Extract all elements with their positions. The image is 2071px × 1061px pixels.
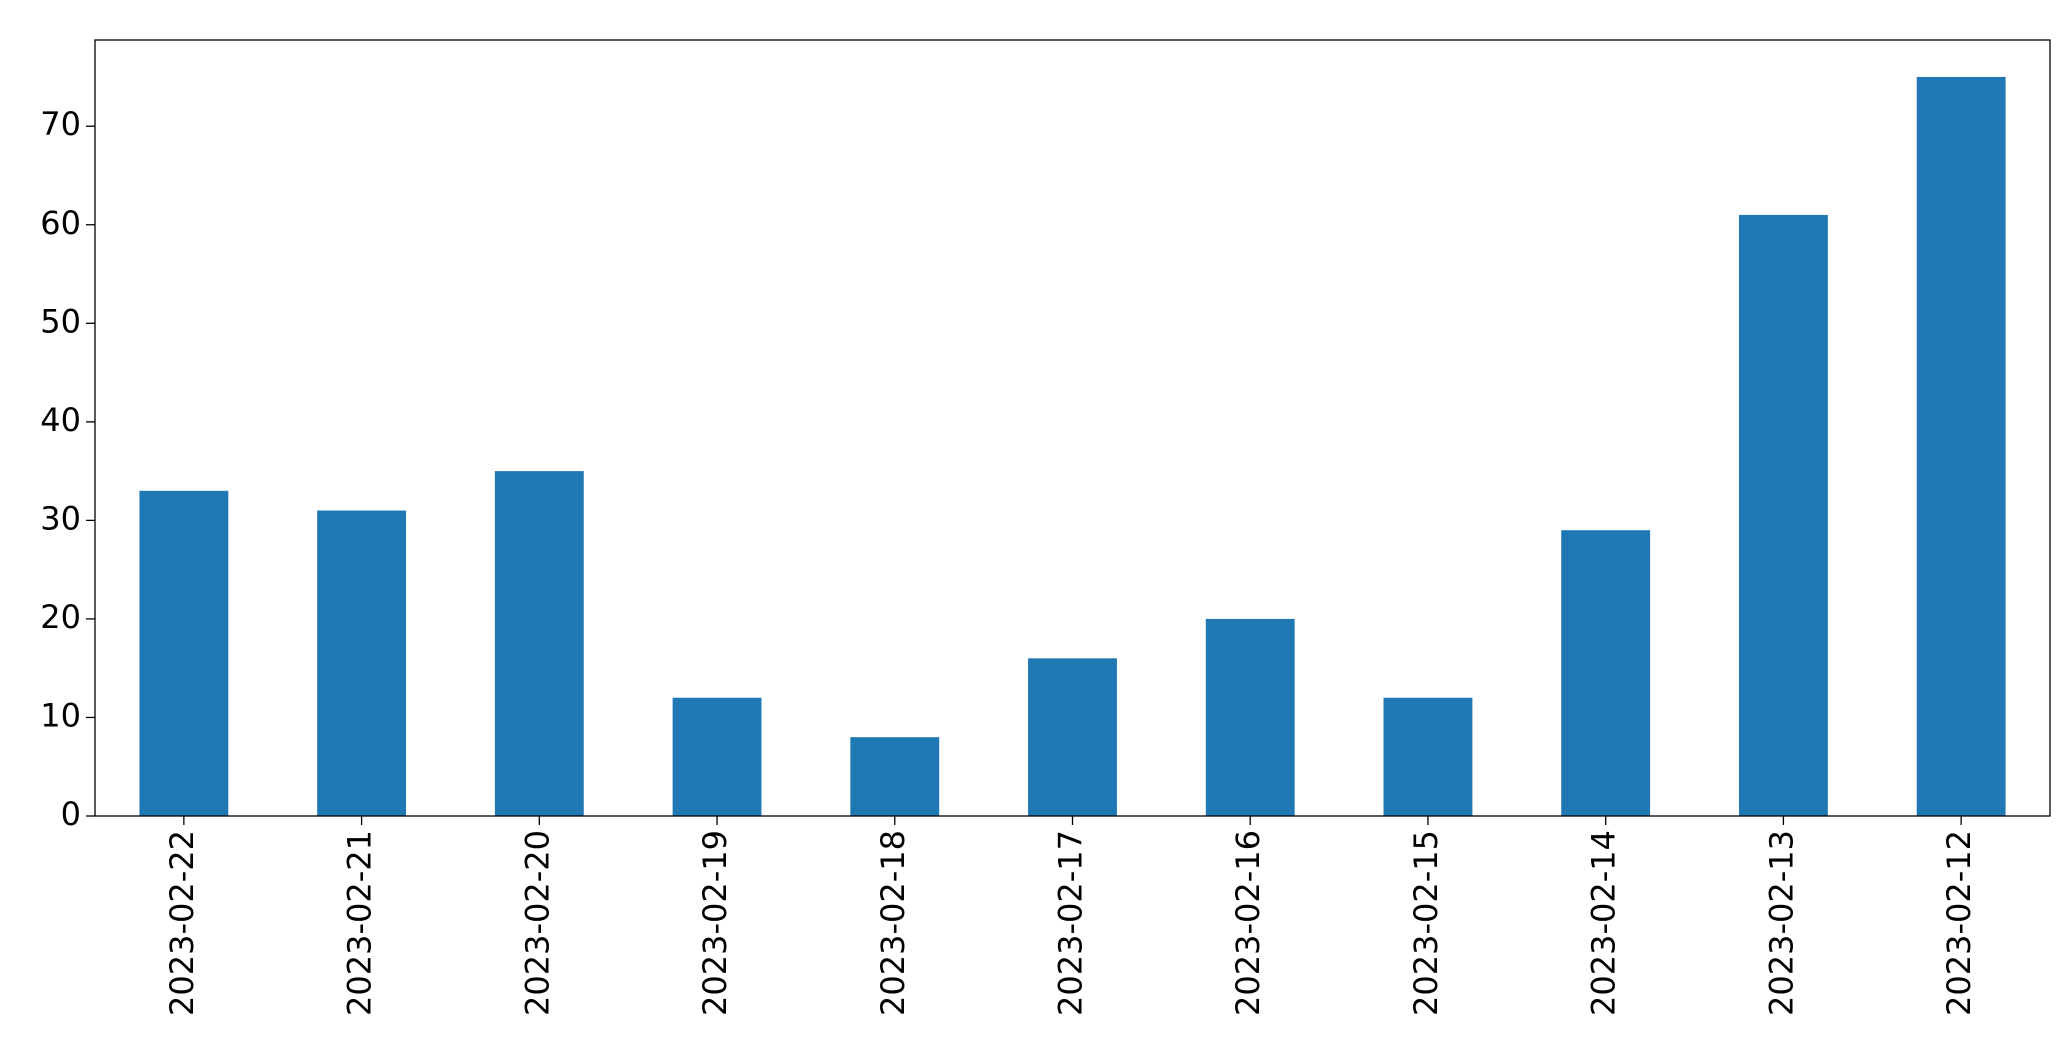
bar — [1028, 658, 1117, 816]
bar — [317, 510, 407, 816]
x-tick-label: 2023-02-18 — [874, 830, 912, 1016]
x-tick-label: 2023-02-22 — [163, 830, 201, 1016]
bar — [1738, 214, 1828, 816]
y-tick-label: 10 — [40, 696, 81, 734]
x-tick-label: 2023-02-13 — [1762, 830, 1800, 1016]
x-tick-label: 2023-02-20 — [518, 830, 556, 1016]
bar — [1916, 76, 2006, 816]
y-tick-label: 20 — [40, 598, 81, 636]
y-tick-label: 50 — [40, 302, 81, 340]
y-tick-label: 0 — [61, 795, 81, 833]
plot-frame — [94, 39, 2051, 817]
bar — [494, 471, 584, 816]
bar — [850, 737, 940, 816]
x-tick-label: 2023-02-17 — [1052, 830, 1090, 1016]
x-tick-label: 2023-02-16 — [1229, 830, 1267, 1016]
bar — [1383, 697, 1473, 816]
x-tick-label: 2023-02-21 — [341, 830, 379, 1016]
bar — [1561, 530, 1651, 816]
bar — [672, 697, 762, 816]
y-tick-label: 40 — [40, 401, 81, 439]
bar — [139, 490, 229, 816]
bar — [1205, 618, 1295, 816]
y-tick-label: 30 — [40, 499, 81, 537]
y-tick-label: 60 — [40, 204, 81, 242]
y-tick-label: 70 — [40, 105, 81, 143]
x-tick-label: 2023-02-15 — [1407, 830, 1445, 1016]
x-tick-label: 2023-02-12 — [1940, 830, 1978, 1016]
x-tick-label: 2023-02-14 — [1585, 830, 1623, 1016]
x-tick-label: 2023-02-19 — [696, 830, 734, 1016]
